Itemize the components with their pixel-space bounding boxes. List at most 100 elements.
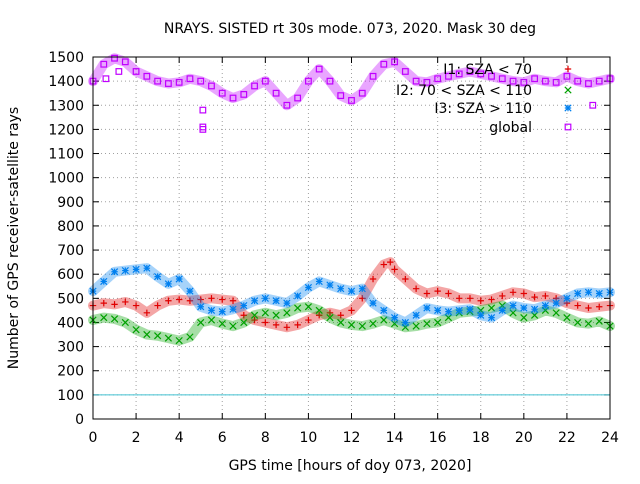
data-point-global — [358, 89, 366, 97]
data-point-i3 — [175, 275, 183, 283]
data-point-global — [563, 72, 571, 80]
data-point-i3 — [552, 299, 560, 307]
data-point-i3 — [498, 306, 506, 315]
data-point-i2 — [434, 318, 442, 327]
data-point-i1 — [132, 302, 140, 309]
y-axis-label: Number of GPS receiver-satellite rays — [6, 107, 22, 369]
data-point-global — [552, 78, 560, 86]
x-tick-label: 10 — [300, 430, 318, 446]
data-point-i3 — [347, 287, 356, 295]
data-point-i1 — [326, 309, 334, 317]
data-point-i3 — [541, 301, 549, 310]
data-point-i3 — [272, 297, 280, 305]
data-point-global — [509, 77, 517, 85]
data-point-i3 — [337, 285, 345, 293]
data-point-global — [412, 77, 420, 85]
data-point-global-outlier — [115, 68, 123, 75]
data-point-i3 — [563, 294, 571, 302]
data-point-i1 — [111, 301, 118, 308]
data-point-i3 — [477, 311, 485, 319]
data-point-i3 — [595, 289, 603, 298]
data-point-i2 — [294, 304, 302, 312]
data-point-i1 — [412, 285, 420, 292]
plot-frame — [92, 56, 611, 420]
data-point-i1 — [154, 302, 161, 309]
data-point-i3 — [154, 272, 162, 281]
y-tick-label: 100 — [57, 388, 84, 404]
data-point-i1 — [387, 258, 394, 266]
data-point-global-outlier — [199, 125, 207, 133]
data-point-global — [197, 77, 205, 85]
data-point-global — [477, 70, 485, 78]
data-point-i1 — [262, 319, 269, 326]
data-point-i2 — [369, 320, 377, 328]
series-global — [88, 53, 615, 133]
data-point-i2 — [390, 320, 399, 328]
data-point-i1 — [294, 321, 301, 329]
x-tick-label: 2 — [132, 430, 141, 446]
data-point-i3 — [326, 281, 334, 289]
data-point-global — [488, 72, 495, 80]
data-point-i1 — [175, 296, 183, 303]
data-point-global — [164, 80, 172, 87]
data-point-i3 — [466, 305, 474, 313]
data-point-global-outlier — [102, 75, 110, 83]
y-tick-label: 0 — [75, 412, 84, 428]
data-point-global — [466, 68, 474, 75]
data-point-i1 — [240, 312, 247, 319]
data-point-i2 — [110, 315, 119, 323]
x-tick-label: 18 — [472, 430, 490, 446]
data-point-global — [380, 60, 388, 68]
data-point-i3 — [100, 277, 108, 286]
data-point-i1 — [186, 297, 194, 304]
y-tick-label: 1400 — [48, 74, 84, 90]
data-point-global — [240, 91, 248, 98]
y-tick-label: 400 — [57, 315, 84, 331]
data-point-i1 — [380, 261, 388, 268]
data-point-global — [348, 97, 355, 104]
y-tick-label: 1200 — [48, 122, 84, 138]
data-point-i3 — [390, 314, 399, 322]
legend-label-i2: I2: 70 < SZA < 110 — [396, 83, 532, 99]
data-point-i3 — [304, 283, 313, 292]
data-point-i3 — [380, 306, 388, 315]
data-point-i2 — [595, 317, 603, 325]
data-point-i1 — [434, 287, 441, 295]
data-point-i1 — [402, 275, 409, 283]
data-point-i2 — [100, 314, 108, 322]
y-tick-label: 1000 — [48, 171, 84, 187]
data-point-global — [326, 77, 334, 85]
data-point-i1 — [315, 312, 323, 319]
data-point-i1 — [165, 297, 172, 304]
data-point-global — [305, 77, 312, 85]
data-point-i1 — [542, 292, 549, 300]
data-point-i3 — [574, 289, 582, 298]
data-point-i3 — [164, 280, 173, 288]
data-point-i3 — [530, 305, 539, 313]
x-axis-label: GPS time [hours of doy 073, 2020] — [229, 458, 472, 474]
legend-label-i1: I1: SZA < 70 — [443, 62, 532, 78]
data-point-i3 — [218, 307, 226, 316]
data-point-global — [498, 75, 506, 83]
data-point-i2 — [207, 316, 216, 324]
x-tick-label: 16 — [429, 430, 447, 446]
data-point-i3 — [110, 268, 119, 276]
data-point-i2 — [574, 318, 582, 327]
data-point-global — [315, 65, 323, 73]
data-point-i3 — [520, 304, 528, 312]
legend-label-global: global — [489, 120, 532, 136]
series-i1 — [88, 257, 615, 333]
x-tick-label: 4 — [175, 430, 184, 446]
y-tick-label: 800 — [57, 219, 84, 235]
data-point-i2 — [132, 326, 140, 334]
x-tick-label: 24 — [601, 430, 619, 446]
data-point-i2 — [509, 309, 517, 317]
data-point-i1 — [477, 297, 484, 304]
data-point-i3 — [186, 287, 194, 295]
data-point-global — [186, 75, 194, 83]
data-point-i3 — [294, 292, 302, 300]
data-point-global — [100, 60, 108, 68]
data-point-i3 — [240, 301, 248, 310]
y-tick-label: 1300 — [48, 98, 84, 114]
data-point-global — [283, 101, 291, 109]
